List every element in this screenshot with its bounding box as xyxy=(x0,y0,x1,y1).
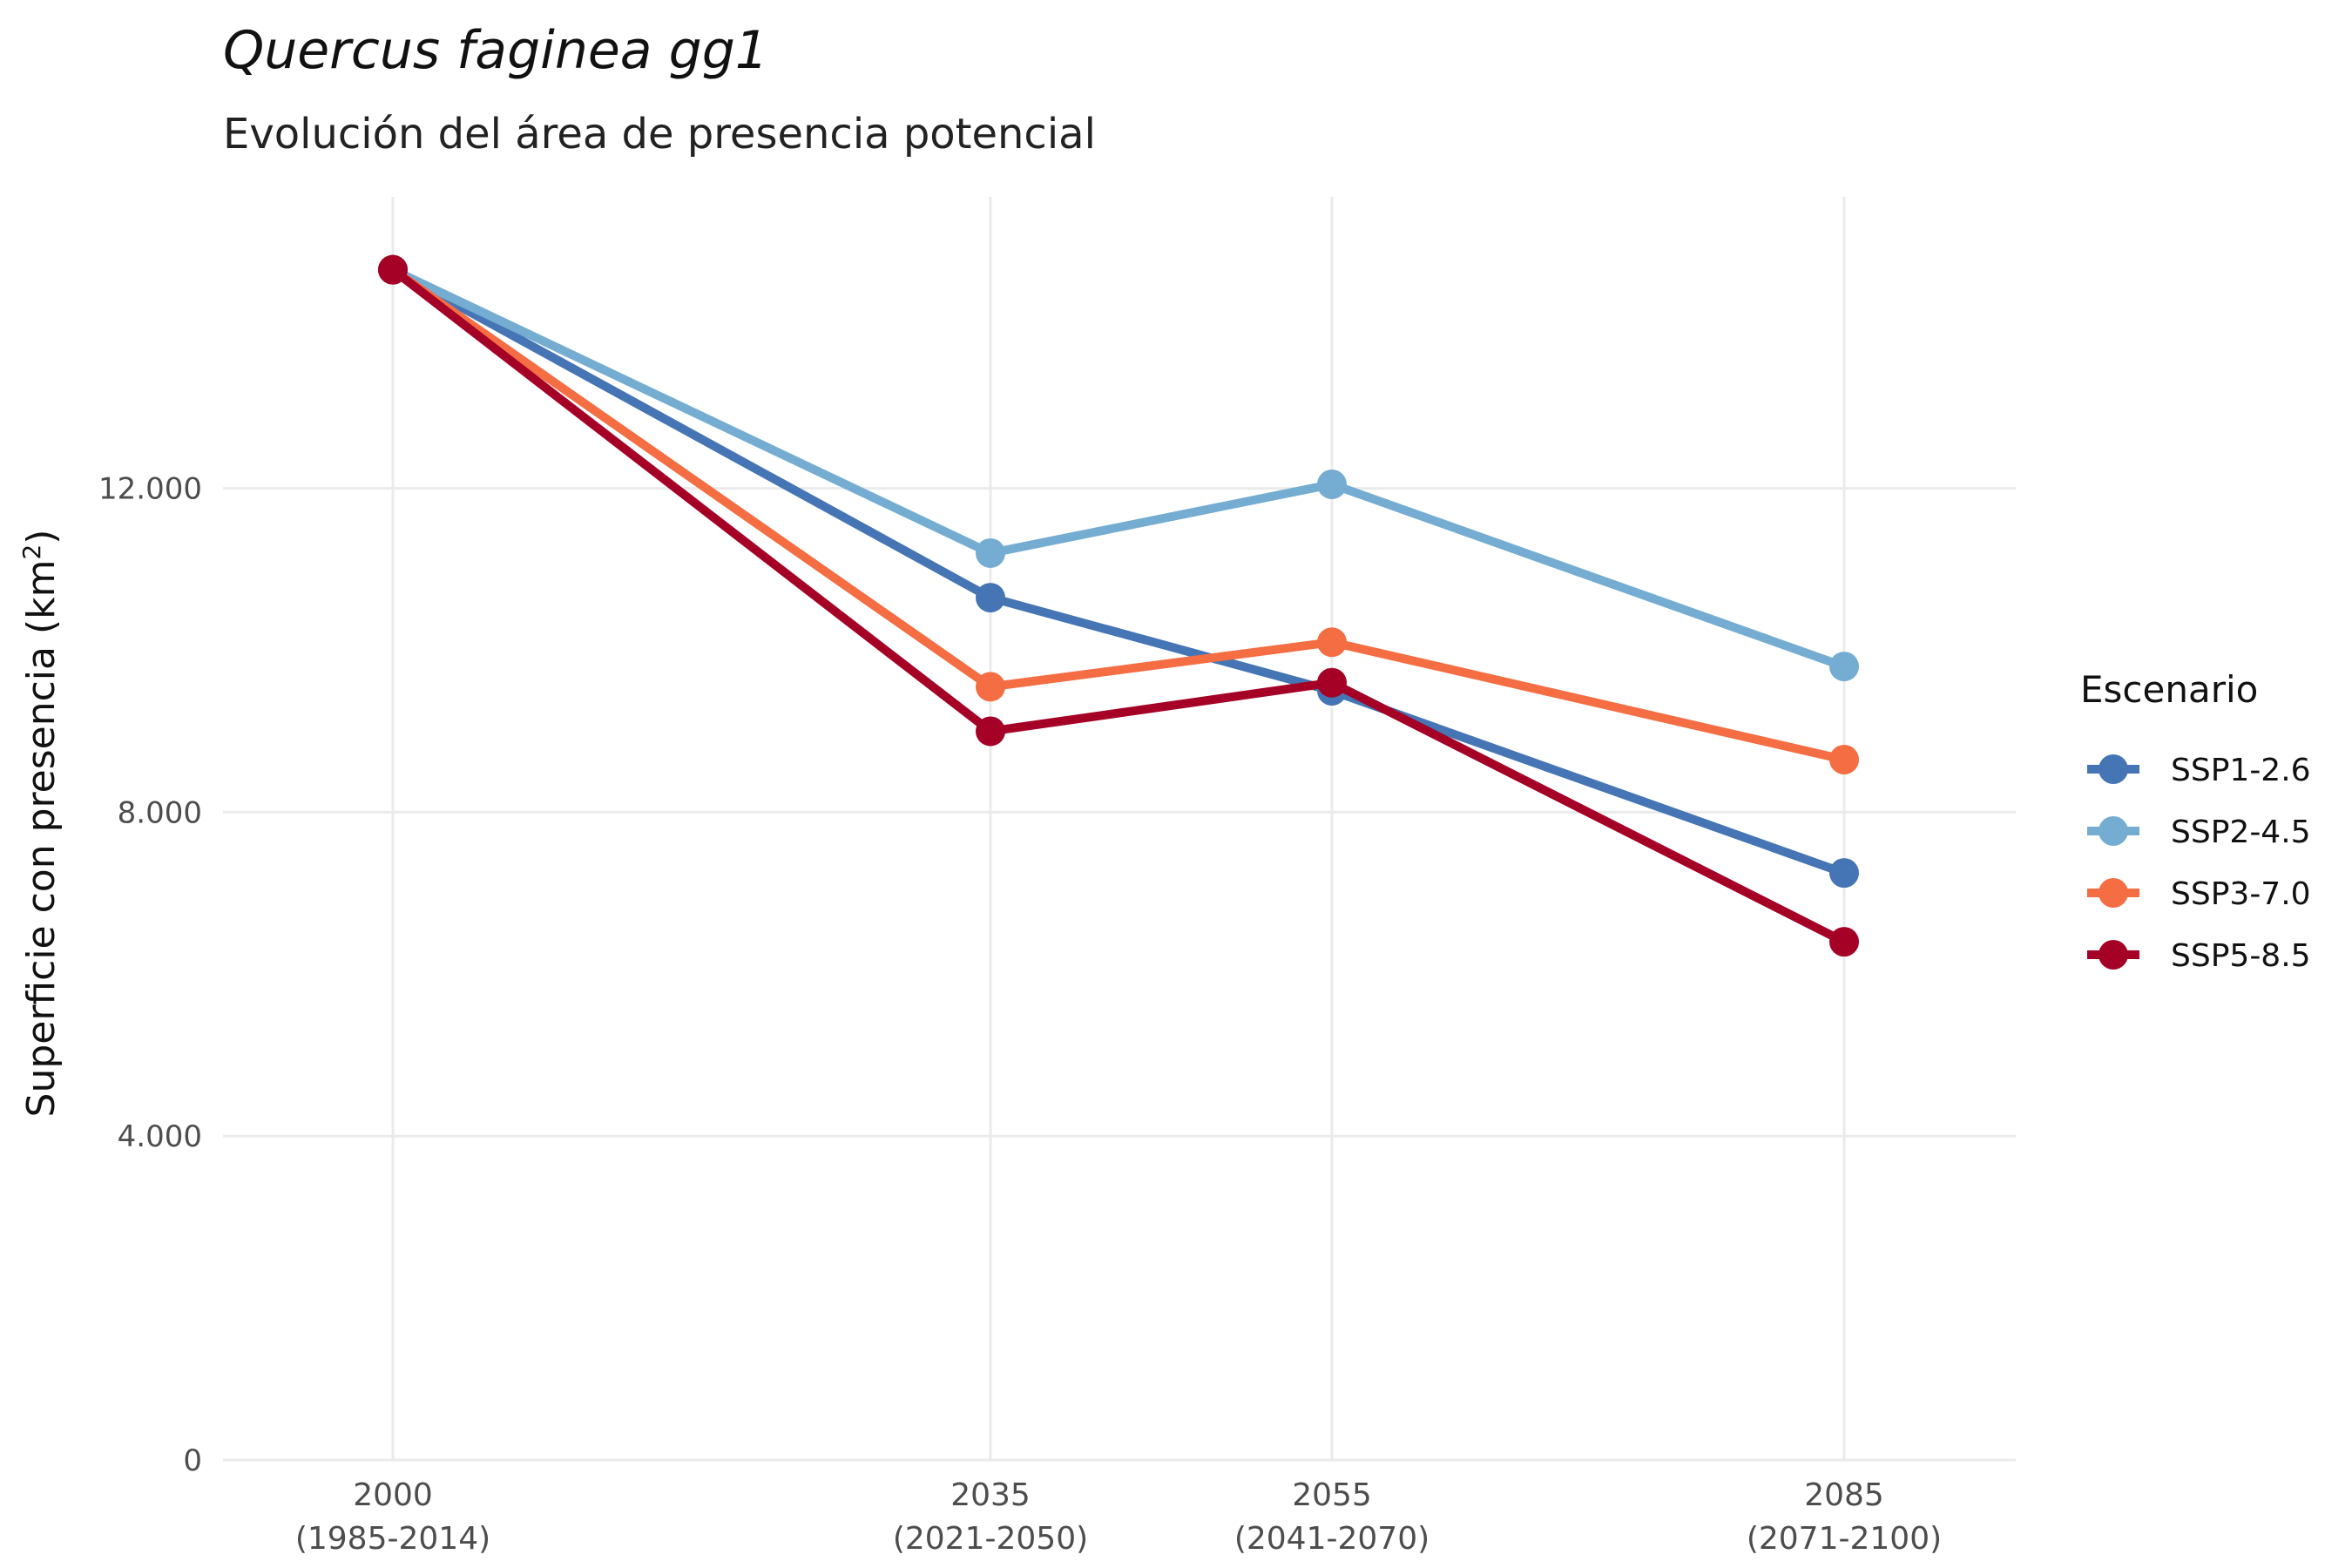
data-point xyxy=(1829,652,1859,682)
data-point xyxy=(976,672,1005,702)
series-line xyxy=(389,265,1848,672)
x-tick-label-period: (2021-2050) xyxy=(893,1521,1088,1557)
y-tick-label: 4.000 xyxy=(118,1119,202,1154)
legend-label: SSP1-2.6 xyxy=(2171,753,2311,788)
y-tick-label: 0 xyxy=(183,1443,202,1478)
legend-key-point xyxy=(2099,878,2128,908)
y-axis-label-suffix: ) xyxy=(19,530,64,544)
x-tick-label-period: (2071-2100) xyxy=(1747,1521,1942,1557)
series-ssp2-4.5 xyxy=(378,254,1859,682)
x-tick-label-year: 2000 xyxy=(353,1477,433,1513)
legend: Escenario SSP1-2.6 SSP2-4.5 SSP3-7.0 SSP5-8… xyxy=(2080,668,2311,974)
data-point xyxy=(1317,667,1347,698)
series-ssp3-7.0 xyxy=(378,254,1859,774)
data-point xyxy=(976,716,1005,747)
y-axis-label-prefix: Superficie con presencia (km xyxy=(19,560,64,1118)
series-line xyxy=(389,265,1848,764)
y-tick-label: 8.000 xyxy=(118,795,202,830)
x-tick-label-year: 2035 xyxy=(950,1477,1031,1513)
chart-subtitle: Evolución del área de presencia potencia… xyxy=(223,110,1096,159)
legend-key-point xyxy=(2099,754,2128,784)
y-axis-ticks: 0 4.000 8.000 12.000 xyxy=(98,472,202,1478)
series-ssp5-8.5 xyxy=(378,254,1859,957)
legend-item: SSP1-2.6 xyxy=(2087,753,2311,788)
y-axis-label: Superficie con presencia (km2) xyxy=(17,530,64,1118)
x-tick-label-period: (2041-2070) xyxy=(1234,1521,1429,1557)
legend-item: SSP3-7.0 xyxy=(2087,876,2311,912)
data-point xyxy=(1317,627,1347,658)
x-tick-label-period: (1985-2014) xyxy=(295,1521,490,1557)
y-tick-label: 12.000 xyxy=(98,472,202,507)
legend-title: Escenario xyxy=(2080,668,2258,711)
data-point xyxy=(378,254,408,285)
data-point xyxy=(1317,469,1347,499)
data-point xyxy=(1829,858,1859,889)
legend-item: SSP5-8.5 xyxy=(2087,938,2311,974)
x-tick-label-year: 2055 xyxy=(1292,1477,1372,1513)
data-point xyxy=(976,537,1005,568)
data-series xyxy=(378,254,1859,957)
x-tick-label-year: 2085 xyxy=(1804,1477,1884,1513)
legend-item: SSP2-4.5 xyxy=(2087,814,2311,850)
y-axis-label-superscript: 2 xyxy=(17,544,46,560)
series-line xyxy=(389,265,1848,878)
legend-label: SSP2-4.5 xyxy=(2171,814,2311,850)
data-point xyxy=(1829,927,1859,957)
data-point xyxy=(976,583,1005,613)
legend-key-point xyxy=(2099,940,2128,970)
x-axis-ticks: 2000 (1985-2014) 2035 (2021-2050) 2055 (2041-… xyxy=(295,1477,1942,1557)
legend-label: SSP5-8.5 xyxy=(2171,938,2311,974)
chart-title: Quercus faginea gg1 xyxy=(223,20,768,81)
gridlines xyxy=(223,197,2016,1462)
series-ssp1-2.6 xyxy=(378,254,1859,889)
data-point xyxy=(1829,744,1859,774)
series-line xyxy=(389,265,1848,947)
legend-key-point xyxy=(2099,816,2128,846)
legend-label: SSP3-7.0 xyxy=(2171,876,2311,912)
